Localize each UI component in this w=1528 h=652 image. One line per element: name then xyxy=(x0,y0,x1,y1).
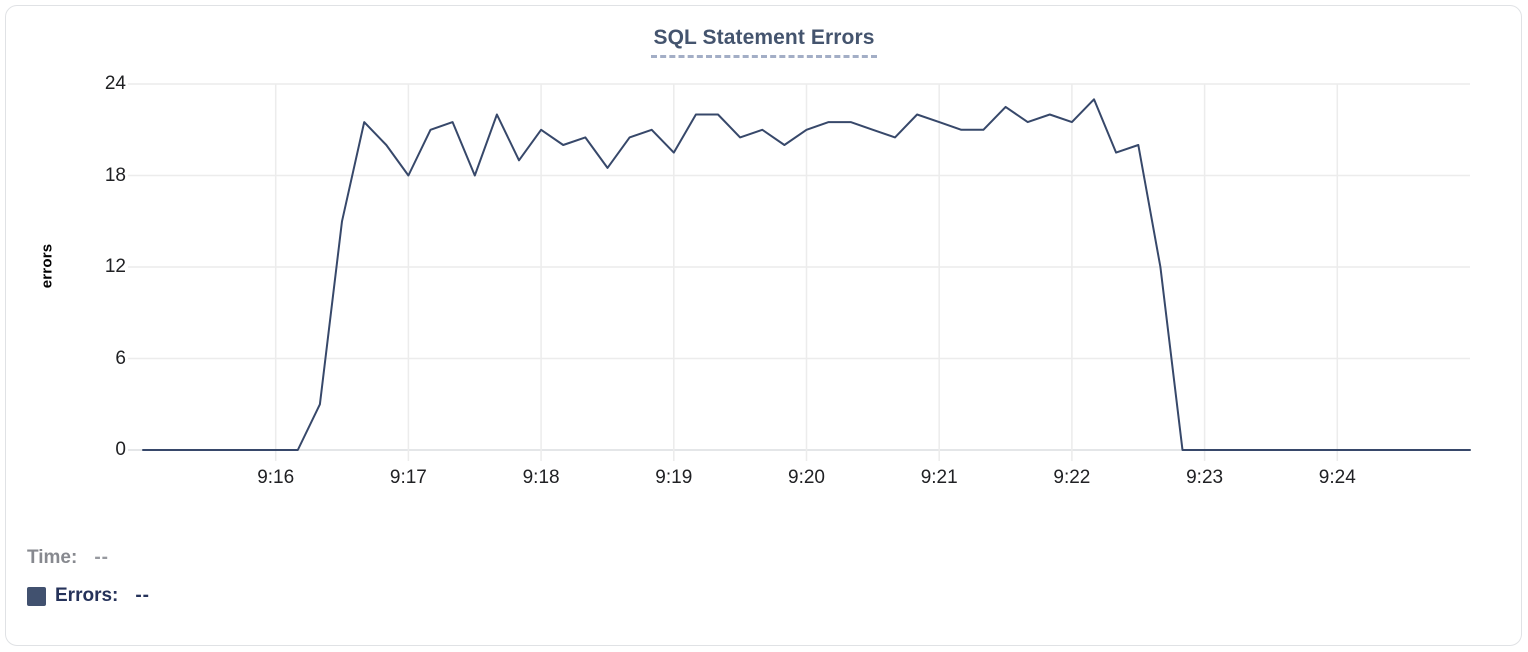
x-tick-label: 9:19 xyxy=(655,467,693,488)
errors-series-line xyxy=(142,98,1471,451)
tooltip-time-value: -- xyxy=(94,547,109,568)
errors-series-swatch xyxy=(27,586,46,606)
x-tick-label: 9:21 xyxy=(920,467,958,488)
tooltip-legend: Time: -- Errors: -- xyxy=(27,546,150,622)
horizontal-gridlines xyxy=(128,83,1470,451)
tooltip-time-label: Time: xyxy=(27,547,78,568)
x-tick-label: 9:18 xyxy=(522,467,560,488)
chart-title-link[interactable]: SQL Statement Errors xyxy=(651,26,877,58)
x-tick-label: 9:24 xyxy=(1318,467,1356,488)
vertical-gridlines xyxy=(274,84,1339,461)
tooltip-time-row: Time: -- xyxy=(27,546,150,570)
tooltip-errors-value: -- xyxy=(135,585,151,606)
chart-card xyxy=(5,5,1522,646)
y-tick-label: 0 xyxy=(115,439,126,460)
x-tick-label: 9:16 xyxy=(257,467,295,488)
y-tick-label: 24 xyxy=(104,73,126,94)
tooltip-errors-row: Errors: -- xyxy=(27,584,150,608)
x-tick-label: 9:17 xyxy=(389,467,427,488)
y-tick-label: 6 xyxy=(115,347,126,369)
x-tick-label: 9:22 xyxy=(1053,467,1091,488)
x-tick-label: 9:23 xyxy=(1186,467,1224,488)
tooltip-errors-label: Errors: xyxy=(55,585,119,606)
x-tick-label: 9:20 xyxy=(788,467,825,488)
y-tick-label: 18 xyxy=(104,164,126,186)
chart-title-wrap: SQL Statement Errors xyxy=(0,26,1528,58)
y-axis-title: errors xyxy=(38,243,56,289)
y-tick-label: 12 xyxy=(104,256,126,277)
